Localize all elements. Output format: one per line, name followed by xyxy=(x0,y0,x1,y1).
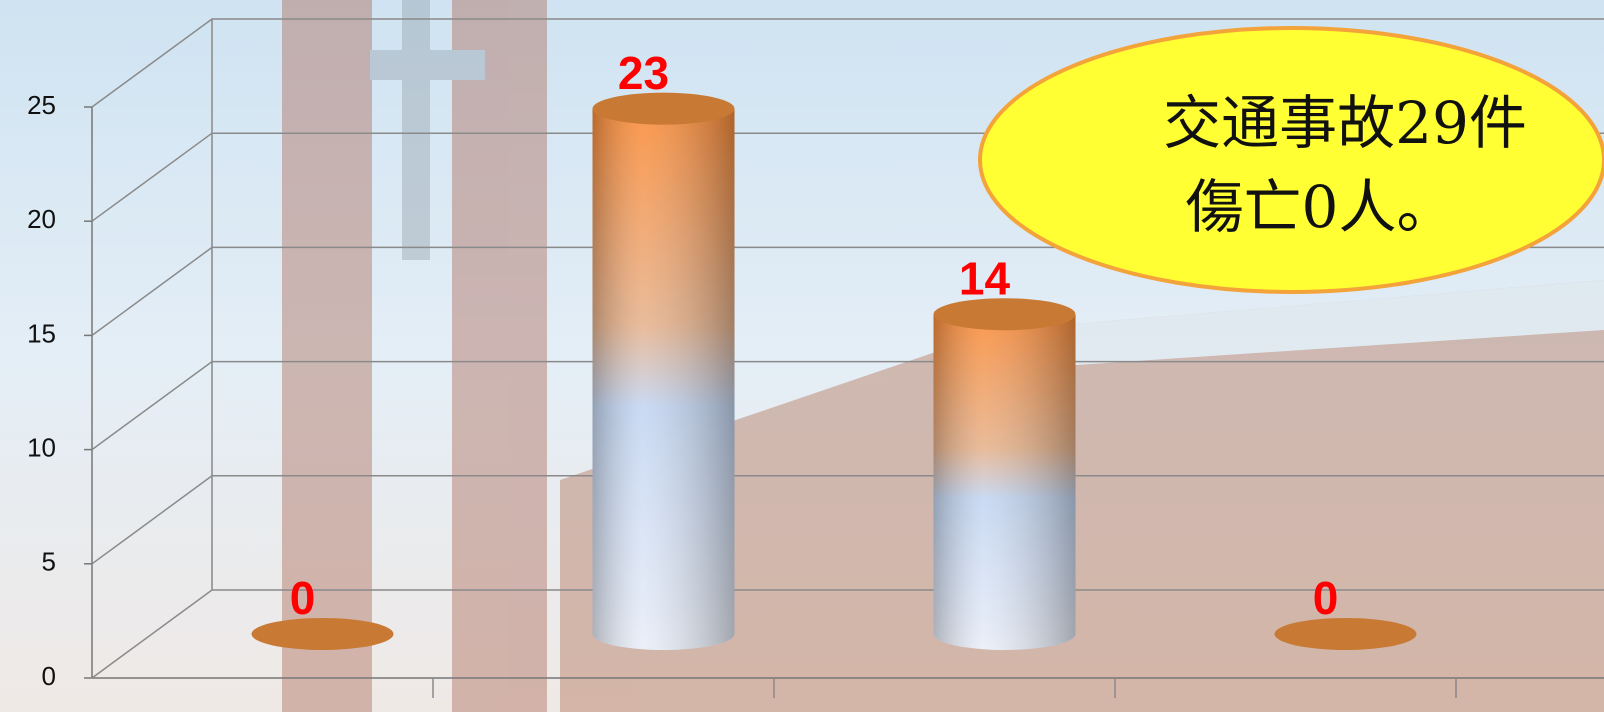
callout-line: 交通事故29件 xyxy=(1163,89,1527,157)
y-tick-label: 25 xyxy=(27,90,56,120)
bar xyxy=(592,92,735,651)
grid-line xyxy=(91,18,1604,108)
value-label: 14 xyxy=(959,252,1011,304)
value-label: 0 xyxy=(1313,572,1339,624)
bar-top xyxy=(933,298,1076,331)
bar-top xyxy=(592,92,735,125)
grid-line xyxy=(91,475,1604,565)
y-tick-label: 15 xyxy=(27,318,56,348)
bar-shade xyxy=(933,314,1076,650)
callout-line: 傷亡0人。 xyxy=(1186,173,1455,241)
y-tick-label: 0 xyxy=(42,661,56,691)
bar xyxy=(1274,618,1417,650)
value-label: 23 xyxy=(618,47,669,99)
value-label: 0 xyxy=(290,572,316,624)
bar xyxy=(251,618,394,650)
bar-shade xyxy=(592,108,735,651)
callout-bubble xyxy=(978,26,1604,294)
grid-line xyxy=(91,360,1604,451)
bar-top xyxy=(251,618,394,650)
plot-frame: 0 5 10 15 20 25 xyxy=(27,18,1604,698)
grid-line xyxy=(91,589,1604,679)
y-tick-label: 5 xyxy=(42,547,56,577)
bar xyxy=(933,298,1076,650)
bar-top xyxy=(1274,618,1417,650)
plot-marks: 0 23 14 0 xyxy=(251,47,1417,651)
y-tick-label: 10 xyxy=(27,432,56,462)
y-tick-label: 20 xyxy=(27,204,56,234)
background-photo xyxy=(282,0,1604,712)
